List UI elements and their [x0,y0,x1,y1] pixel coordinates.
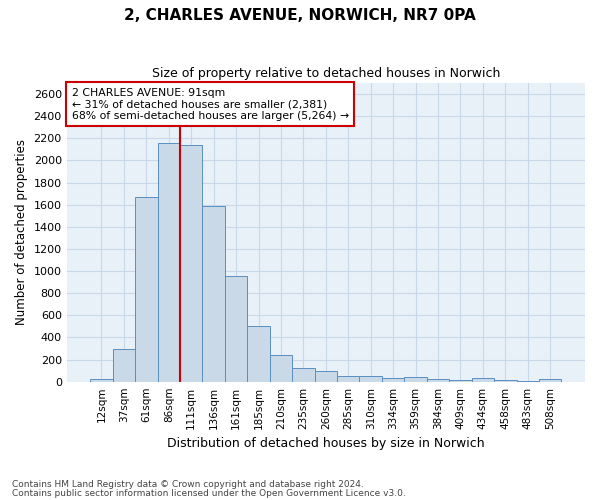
Bar [314,370,337,382]
Bar [90,379,113,382]
Text: 2 CHARLES AVENUE: 91sqm
← 31% of detached houses are smaller (2,381)
68% of semi: 2 CHARLES AVENUE: 91sqm ← 31% of detache… [72,88,349,120]
Bar [158,143,180,382]
Bar [472,378,494,382]
Y-axis label: Number of detached properties: Number of detached properties [15,140,28,326]
Bar [180,145,202,382]
Bar [449,380,472,382]
Bar [539,379,562,382]
Bar [113,348,135,382]
Bar [494,380,517,382]
Bar [270,354,292,382]
Bar [382,378,404,382]
Bar [135,197,158,382]
Bar [292,368,314,382]
X-axis label: Distribution of detached houses by size in Norwich: Distribution of detached houses by size … [167,437,485,450]
Text: Contains HM Land Registry data © Crown copyright and database right 2024.: Contains HM Land Registry data © Crown c… [12,480,364,489]
Bar [517,380,539,382]
Bar [359,376,382,382]
Text: Contains public sector information licensed under the Open Government Licence v3: Contains public sector information licen… [12,489,406,498]
Bar [247,326,270,382]
Title: Size of property relative to detached houses in Norwich: Size of property relative to detached ho… [152,68,500,80]
Text: 2, CHARLES AVENUE, NORWICH, NR7 0PA: 2, CHARLES AVENUE, NORWICH, NR7 0PA [124,8,476,22]
Bar [427,380,449,382]
Bar [225,276,247,382]
Bar [337,376,359,382]
Bar [202,206,225,382]
Bar [404,378,427,382]
